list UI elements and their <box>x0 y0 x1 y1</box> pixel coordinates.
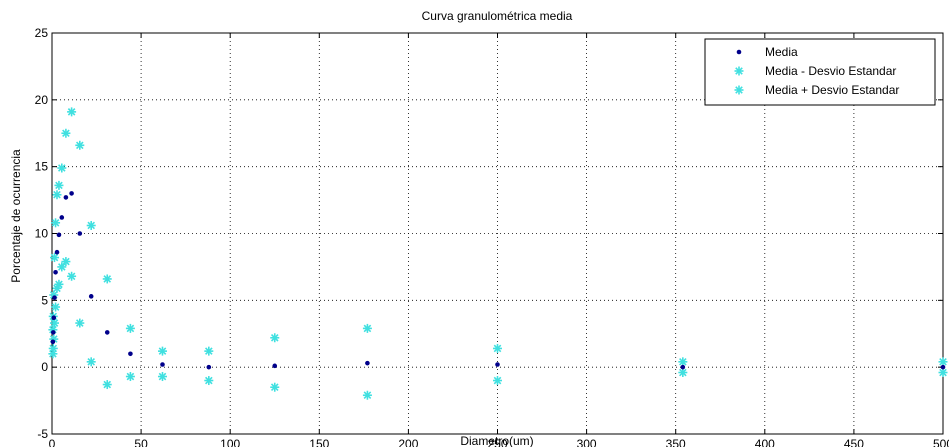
legend-entry-label: Media - Desvio Estandar <box>765 64 896 78</box>
data-point-dot <box>365 360 370 366</box>
legend-entry-label: Media <box>765 45 798 59</box>
data-point-star <box>52 190 62 200</box>
data-point-dot <box>940 364 946 370</box>
data-point-dot <box>50 330 56 335</box>
data-point-star <box>54 180 64 190</box>
data-point-star <box>102 380 112 390</box>
data-point-star <box>48 343 58 353</box>
data-point-star <box>61 257 71 267</box>
data-point-dot <box>495 362 500 367</box>
legend-marker-star <box>734 66 744 76</box>
data-point-star <box>61 128 71 138</box>
data-point-star <box>125 323 135 333</box>
chart-title: Curva granulométrica media <box>422 9 573 23</box>
data-point-star <box>54 279 64 289</box>
series-0 <box>50 191 946 370</box>
data-point-star <box>67 107 77 117</box>
data-point-star <box>493 376 502 386</box>
y-tick-label: 0 <box>41 360 48 374</box>
x-tick-label: 200 <box>398 437 418 447</box>
data-point-dot <box>56 232 62 238</box>
data-point-star <box>678 357 688 367</box>
y-tick-label: 10 <box>35 227 49 241</box>
data-point-star <box>67 271 77 281</box>
x-tick-label: 50 <box>134 437 148 447</box>
data-point-star <box>86 220 96 230</box>
data-point-star <box>938 357 948 367</box>
series-2 <box>48 107 948 367</box>
data-point-star <box>102 274 112 284</box>
data-point-dot <box>54 249 60 255</box>
x-tick-label: 350 <box>666 437 686 447</box>
x-tick-label: 500 <box>933 437 949 447</box>
legend-marker-star <box>734 85 744 95</box>
y-axis-label: Porcentaje de ocurrencia <box>9 149 23 283</box>
data-point-star <box>57 163 67 173</box>
data-point-dot <box>53 269 58 275</box>
data-point-dot <box>128 351 133 357</box>
data-point-star <box>157 346 167 356</box>
y-tick-label: 15 <box>35 160 49 174</box>
data-point-dot <box>69 191 74 196</box>
data-point-star <box>493 343 502 353</box>
y-tick-label: -5 <box>37 427 48 441</box>
data-point-dot <box>104 330 110 335</box>
data-point-star <box>49 318 59 328</box>
x-tick-label: 100 <box>220 437 240 447</box>
data-point-star <box>49 253 59 263</box>
data-point-star <box>204 376 214 386</box>
data-point-dot <box>206 364 212 370</box>
legend: Media Media - Desvio Estandar Media + Desv… <box>704 38 936 106</box>
data-point-dot <box>51 315 57 321</box>
data-point-star <box>75 318 85 328</box>
data-point-dot <box>160 362 165 367</box>
x-tick-label: 400 <box>755 437 775 447</box>
legend-entry-label: Media + Desvio Estandar <box>765 83 899 97</box>
series-1 <box>48 257 948 400</box>
x-tick-label: 300 <box>577 437 597 447</box>
x-tick-label: 250 <box>487 437 507 447</box>
y-tick-label: 5 <box>41 293 48 307</box>
x-tick-label: 450 <box>844 437 864 447</box>
data-point-dot <box>63 195 69 200</box>
data-point-dot <box>680 364 686 370</box>
data-point-star <box>204 346 214 356</box>
data-point-dot <box>59 215 65 220</box>
data-point-star <box>270 382 280 392</box>
x-axis-label: Diametro(um) <box>460 434 533 447</box>
data-point-star <box>157 372 167 382</box>
legend-box <box>704 38 936 106</box>
data-point-star <box>75 140 85 150</box>
data-point-star <box>678 368 688 378</box>
data-point-star <box>86 357 96 367</box>
data-point-dot <box>50 339 56 345</box>
data-point-star <box>362 323 372 333</box>
x-tick-label: 0 <box>49 437 56 447</box>
grid <box>52 33 943 434</box>
data-point-dot <box>77 231 83 236</box>
data-point-star <box>51 302 61 312</box>
legend-marker-dot <box>736 49 742 55</box>
x-tick-label: 150 <box>309 437 329 447</box>
data-point-dot <box>88 294 94 299</box>
data-point-star <box>125 372 135 382</box>
data-point-star <box>270 333 280 343</box>
data-point-dot <box>272 363 278 369</box>
y-tick-label: 25 <box>35 26 49 40</box>
y-tick-label: 20 <box>35 93 49 107</box>
data-point-star <box>57 262 67 272</box>
data-point-star <box>938 368 948 378</box>
data-point-star <box>51 218 61 228</box>
data-point-star <box>362 390 372 400</box>
data-point-dot <box>52 295 57 300</box>
